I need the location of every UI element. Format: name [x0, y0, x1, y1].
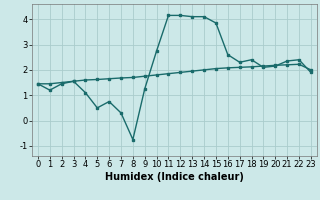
X-axis label: Humidex (Indice chaleur): Humidex (Indice chaleur) — [105, 172, 244, 182]
